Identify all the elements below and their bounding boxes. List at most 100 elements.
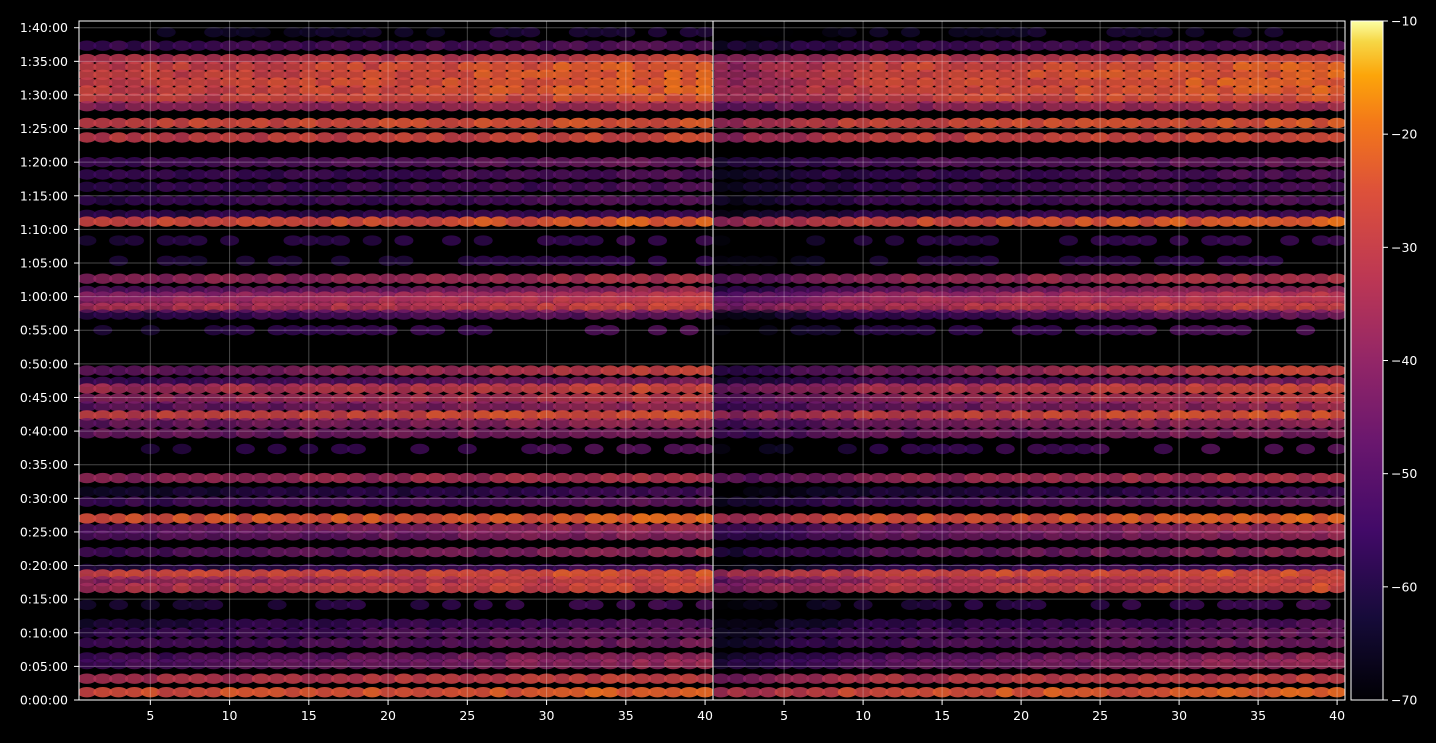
heat-cell	[837, 486, 857, 497]
heat-cell	[521, 273, 541, 284]
heat-cell	[1296, 599, 1315, 610]
heat-cell	[378, 428, 398, 439]
heat-cell	[1201, 101, 1221, 112]
heat-cell	[1232, 273, 1252, 284]
heat-cell	[315, 618, 335, 629]
heat-cell	[1185, 216, 1205, 227]
heat-cell	[885, 530, 905, 541]
heat-cell	[1296, 117, 1315, 129]
heat-cell	[362, 53, 382, 65]
heat-cell	[79, 53, 97, 65]
heat-cell	[1043, 418, 1063, 429]
heat-cell	[251, 513, 271, 524]
heat-cell	[378, 393, 398, 404]
heat-cell	[251, 53, 271, 65]
heat-cell	[1217, 40, 1236, 51]
heat-cell	[584, 658, 604, 670]
heat-cell	[584, 383, 604, 394]
heat-cell	[505, 618, 525, 629]
heat-cell	[537, 393, 557, 404]
heat-cell	[489, 687, 509, 698]
heat-cell	[1232, 365, 1252, 376]
heat-cell	[505, 582, 525, 594]
heat-cell	[1185, 93, 1205, 104]
y-tick-label: 0:00:00	[20, 693, 68, 708]
heat-cell	[457, 393, 477, 404]
heat-cell	[980, 618, 999, 629]
heat-cell	[521, 365, 541, 376]
heat-cell	[220, 53, 240, 65]
heat-cell	[980, 273, 999, 284]
heat-cell	[885, 69, 905, 81]
heat-cell	[378, 401, 398, 412]
heat-cell	[505, 101, 525, 112]
heat-cell	[156, 235, 176, 246]
heat-cell	[410, 181, 430, 192]
heat-cell	[315, 472, 335, 484]
heat-cell	[505, 61, 525, 73]
heat-cell	[109, 410, 129, 421]
heat-cell	[378, 157, 398, 168]
heat-cell	[1027, 157, 1047, 168]
heat-cell	[251, 428, 271, 439]
heat-cell	[283, 93, 303, 104]
heat-cell	[822, 546, 841, 558]
heat-cell	[1090, 673, 1110, 684]
heat-cell	[172, 687, 192, 698]
heat-cell	[648, 428, 667, 439]
heat-cell	[204, 216, 224, 227]
heat-cell	[204, 418, 224, 429]
heat-cell	[537, 101, 557, 112]
heat-cell	[1011, 673, 1031, 684]
heat-cell	[1043, 195, 1063, 206]
heat-cell	[948, 410, 968, 421]
heat-cell	[220, 486, 240, 497]
heat-cell	[822, 273, 841, 284]
heat-cell	[1201, 658, 1221, 670]
heat-cell	[426, 61, 446, 73]
heat-cell	[1122, 93, 1142, 104]
heat-cell	[1090, 255, 1110, 266]
heat-cell	[584, 443, 604, 455]
heat-cell	[901, 69, 920, 81]
heat-cell	[774, 383, 794, 394]
heat-cell	[1327, 69, 1345, 80]
heat-cell	[378, 618, 398, 629]
heat-cell	[505, 195, 525, 206]
heat-cell	[995, 418, 1015, 429]
heat-cell	[600, 428, 620, 439]
heat-cell	[1169, 546, 1189, 558]
heat-cell	[758, 530, 778, 541]
heat-cell	[837, 472, 857, 484]
heat-cell	[1011, 93, 1031, 104]
heat-cell	[537, 365, 557, 376]
heat-cell	[109, 472, 129, 484]
heat-cell	[552, 40, 572, 51]
heat-cell	[1327, 365, 1345, 376]
heat-cell	[79, 401, 97, 412]
heat-cell	[616, 216, 636, 227]
heat-cell	[473, 673, 493, 684]
heat-cell	[442, 673, 461, 684]
heat-cell	[932, 273, 952, 284]
heat-cell	[235, 77, 255, 88]
heat-cell	[853, 401, 873, 412]
heat-cell	[283, 61, 303, 73]
heat-cell	[695, 618, 713, 629]
heat-cell	[1217, 486, 1236, 497]
heat-cell	[346, 687, 366, 698]
heat-cell	[964, 309, 984, 320]
heat-cell	[1011, 428, 1031, 439]
heat-cell	[473, 77, 493, 88]
heat-cell	[457, 618, 477, 629]
heat-cell	[1122, 472, 1142, 484]
heat-cell	[695, 169, 713, 180]
heat-cell	[727, 169, 747, 180]
heat-cell	[948, 77, 968, 88]
heat-cell	[235, 53, 255, 65]
heat-cell	[1264, 618, 1284, 629]
heat-cell	[901, 546, 920, 558]
heat-cell	[584, 40, 604, 51]
heat-cell	[714, 401, 731, 412]
heat-cell	[1264, 27, 1284, 38]
